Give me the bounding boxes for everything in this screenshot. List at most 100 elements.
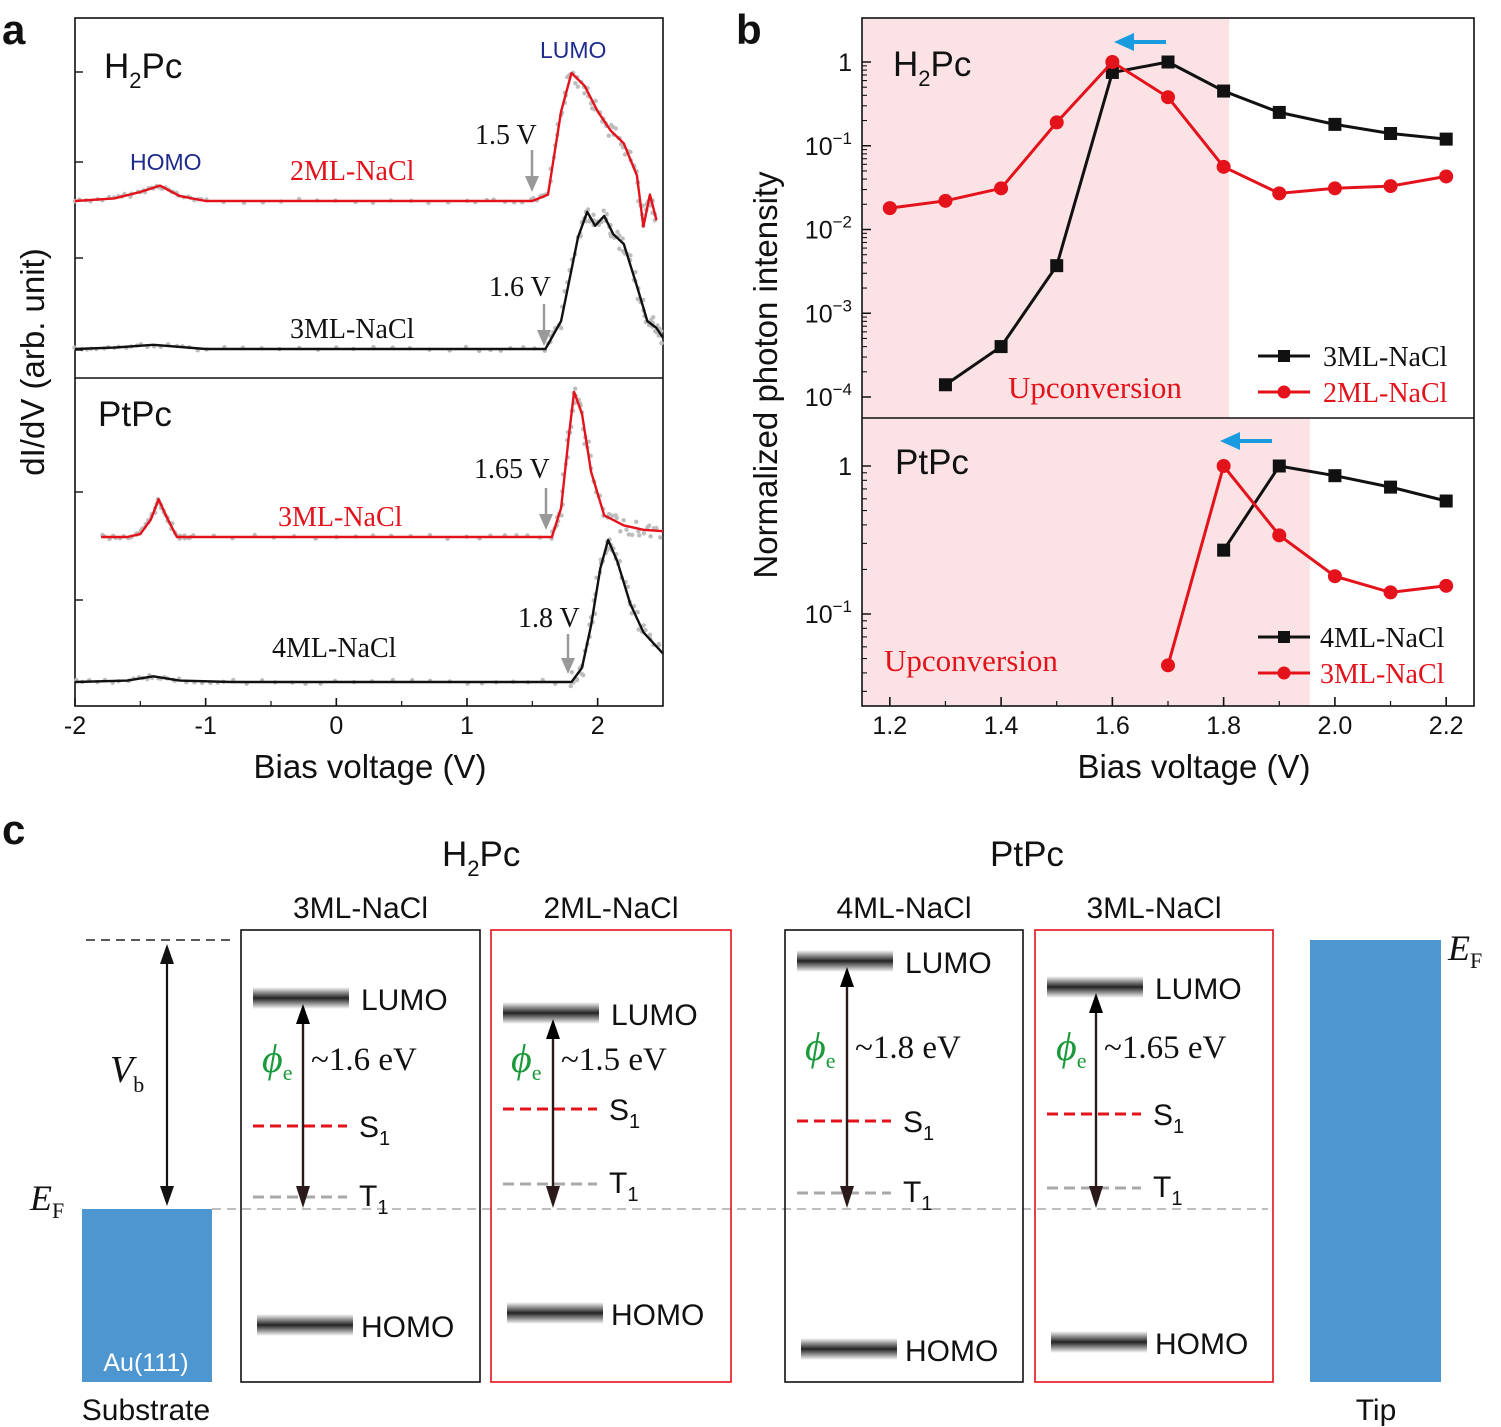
homo-label: HOMO [905,1335,998,1368]
onset-label-2: 1.6 V [489,272,551,303]
series-3ML-NaCl [944,60,1447,387]
data-marker-square [1439,132,1453,146]
data-marker-square [1328,117,1342,131]
homo-label: HOMO [130,149,202,175]
onset-label-4: 1.8 V [518,603,580,634]
data-marker-circle [1216,459,1231,473]
panel-label-b: b [736,6,762,53]
section-label-ptpc: PtPc [98,395,172,434]
substrate-label: Substrate [82,1394,210,1427]
data-point [613,126,618,131]
t1-label: T1 [609,1167,638,1206]
upconversion-region [862,418,1310,706]
shift-arrowhead-top [1114,33,1134,51]
data-marker-circle [1327,569,1342,584]
trace-2ML-NaCl [74,71,658,228]
y-tick-label: 10−1 [805,129,852,161]
data-marker-circle [1216,159,1231,174]
data-point [646,523,652,528]
energy-gap-label: ~1.8 eV [855,1030,961,1066]
panel-c: c H2Pc PtPc Au(111) Substrate EF Tip EF … [2,806,1482,1427]
data-point [585,207,591,212]
data-point [626,532,631,537]
homo-level-bar [507,1302,603,1324]
data-point [647,632,653,638]
data-point [568,683,573,689]
onset-label-3: 1.65 V [474,454,550,485]
phi-e-label: ϕe [805,1024,835,1073]
x-tick-label: -2 [64,712,86,740]
data-point [659,340,664,346]
legend-entry-4ml: 4ML-NaCl [1320,623,1445,654]
data-point [620,236,625,241]
data-marker-circle [1049,115,1064,130]
x-axis-label-a: Bias voltage (V) [254,748,487,785]
data-marker-square [938,378,952,392]
data-point [658,535,663,540]
data-marker-circle [1439,578,1454,593]
data-point [634,519,639,524]
y-tick-label: 1 [838,49,852,77]
onset-arrowhead [537,330,551,346]
data-marker-square [1384,127,1398,141]
x-tick-label: 0 [329,712,343,740]
lumo-label: LUMO [361,984,448,1017]
data-point [558,325,564,331]
data-point [622,152,628,157]
energy-gap-label: ~1.65 eV [1104,1030,1227,1066]
homo-label: HOMO [1155,1328,1248,1361]
upconversion-label-bottom: Upconversion [884,643,1058,678]
data-point [635,296,640,302]
data-marker-circle [1161,90,1175,105]
gap-arrowhead-up [546,1019,560,1039]
group-title-ptpc: PtPc [990,835,1064,874]
data-point [637,533,642,538]
data-marker-circle [1105,55,1120,69]
y-tick-label: 10−1 [805,597,852,629]
level-box [490,929,732,1383]
data-point [625,584,631,590]
data-marker-square [1272,105,1286,119]
phi-e-label: ϕe [1056,1024,1086,1073]
data-point [636,627,641,632]
data-point [621,518,626,523]
data-point [641,623,646,628]
gap-arrowhead-down [546,1186,560,1208]
y-tick-label: 10−3 [805,296,852,328]
x-tick-label: 1.4 [984,712,1019,740]
x-axis-ticks-a: -2 -1 0 1 2 [64,698,605,740]
trace-label-3ml: 3ML-NaCl [290,314,415,345]
onset-arrowhead [539,514,553,530]
data-point [569,670,575,675]
data-marker-circle [1272,528,1287,543]
data-point [601,208,606,213]
data-point [575,84,581,89]
x-tick-label: 2.0 [1318,712,1353,740]
data-point [573,80,578,86]
upconversion-label-top: Upconversion [1008,370,1182,405]
data-point [618,529,623,534]
group-title-h2pc: H2Pc [442,835,520,881]
data-point [629,532,635,538]
data-marker-circle [1327,181,1342,196]
photon-intensity-plots: 1 10−1 10−2 10−3 10−4 1 10−1 1.2 1.4 1.6 1.8 2.0 2.2 [805,49,1464,740]
substrate-name: Au(111) [103,1349,188,1377]
gap-arrowhead-down [840,1186,854,1208]
y-axis-minor-ticks-a [75,71,83,601]
x-tick-label: 1 [460,712,474,740]
onset-arrows [525,150,575,674]
t1-label: T1 [903,1176,932,1215]
data-point [574,677,580,683]
y-tick-label: 1 [838,453,852,481]
data-point [610,513,615,518]
gap-arrowhead-up [1089,993,1103,1013]
data-point [628,149,633,155]
molecule-label-ptpc-b: PtPc [895,443,969,482]
data-marker-square [1105,65,1119,79]
data-marker-square [1328,469,1342,483]
data-marker-square [1217,84,1231,98]
x-tick-label: 1.8 [1206,712,1241,740]
onset-arrowhead [561,658,575,674]
data-marker-square [994,340,1008,354]
